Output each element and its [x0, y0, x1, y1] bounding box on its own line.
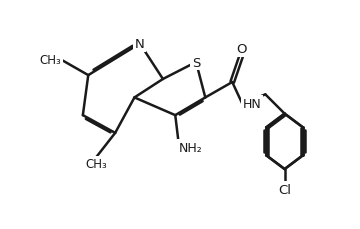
Text: N: N — [135, 38, 145, 51]
Text: HN: HN — [242, 98, 261, 111]
Text: S: S — [192, 56, 200, 69]
Text: CH₃: CH₃ — [85, 158, 107, 171]
Text: CH₃: CH₃ — [40, 54, 61, 67]
Text: Cl: Cl — [278, 183, 291, 196]
Text: NH₂: NH₂ — [178, 141, 202, 154]
Text: O: O — [236, 43, 247, 56]
